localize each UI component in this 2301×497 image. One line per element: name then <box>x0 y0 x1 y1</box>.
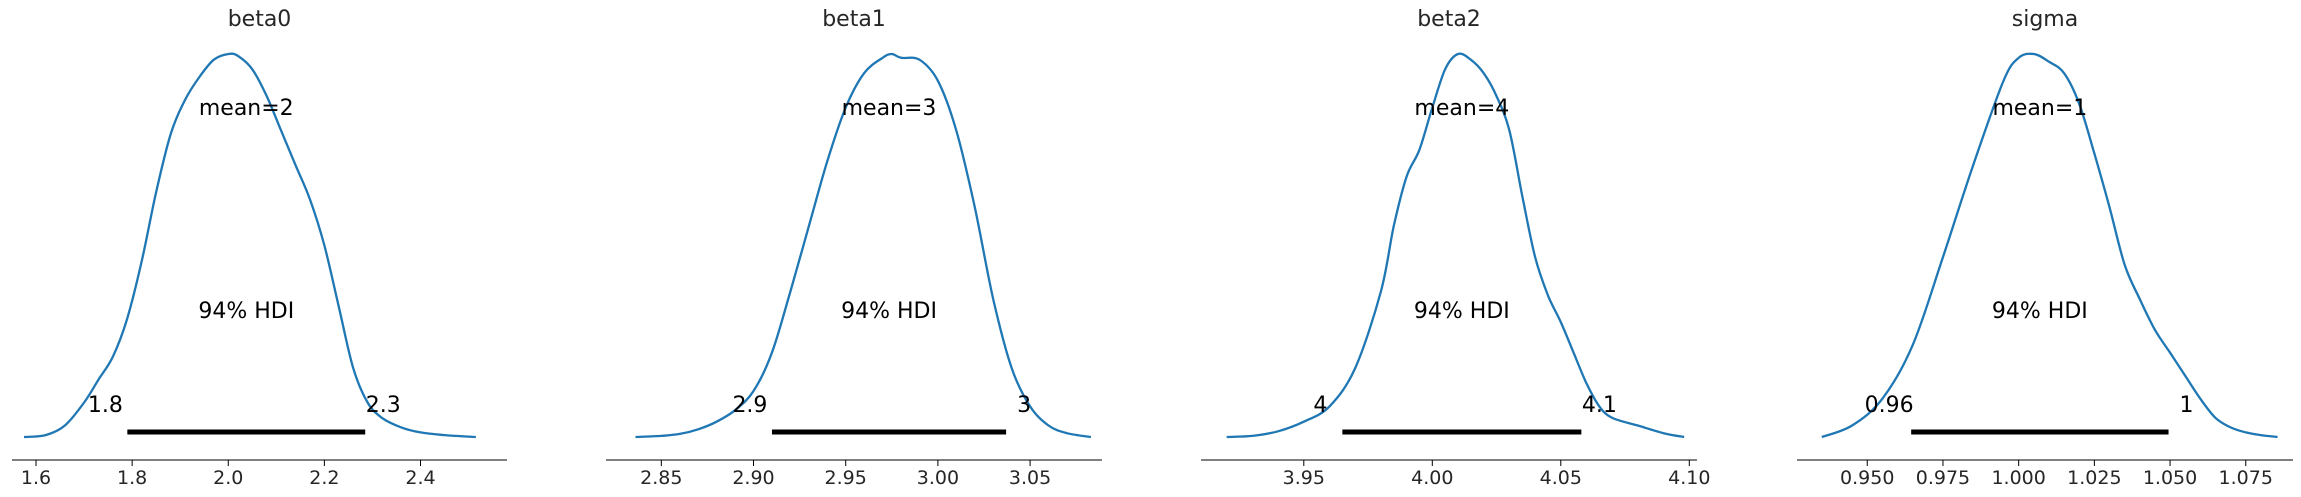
hdi-label: 94% HDI <box>841 299 937 324</box>
x-tick-label: 1.050 <box>2143 467 2197 489</box>
x-tick-label: 2.2 <box>309 467 339 489</box>
posterior-panel-beta2: beta2 mean=4 94% HDI 4 4.1 3.95 4.00 4.05 4… <box>1201 7 1710 489</box>
density-curve-beta0 <box>23 52 476 439</box>
x-tick-label: 3.00 <box>917 467 959 489</box>
hdi-high-label: 1 <box>2180 393 2194 418</box>
mean-label: mean=1 <box>1992 96 2087 121</box>
hdi-low-label: 4 <box>1313 393 1327 418</box>
hdi-label: 94% HDI <box>1992 299 2088 324</box>
x-tick-label: 1.075 <box>2219 467 2273 489</box>
posterior-panel-beta1: beta1 mean=3 94% HDI 2.9 3 2.85 2.90 2.95 3… <box>606 7 1102 489</box>
mean-label: mean=4 <box>1414 96 1509 121</box>
x-tick-label: 3.95 <box>1283 467 1325 489</box>
hdi-high-label: 2.3 <box>366 393 401 418</box>
hdi-high-label: 4.1 <box>1582 393 1617 418</box>
x-tick-label: 0.975 <box>1916 467 1970 489</box>
panel-title: sigma <box>2012 7 2078 32</box>
hdi-low-label: 0.96 <box>1865 393 1914 418</box>
x-axis-ticks: 3.95 4.00 4.05 4.10 <box>1283 460 1710 489</box>
x-axis-ticks: 2.85 2.90 2.95 3.00 3.05 <box>640 460 1051 489</box>
x-tick-label: 4.10 <box>1668 467 1710 489</box>
mean-label: mean=2 <box>199 96 294 121</box>
density-curve-beta2 <box>1226 52 1685 439</box>
x-tick-label: 3.05 <box>1009 467 1051 489</box>
mean-label: mean=3 <box>842 96 937 121</box>
density-curve-beta1 <box>635 52 1092 439</box>
posterior-panel-beta0: beta0 mean=2 94% HDI 1.8 2.3 1.6 1.8 2.0 2.… <box>12 7 507 489</box>
x-tick-label: 2.85 <box>640 467 682 489</box>
x-tick-label: 1.000 <box>1991 467 2045 489</box>
x-tick-label: 1.6 <box>21 467 51 489</box>
x-tick-label: 1.025 <box>2067 467 2121 489</box>
x-axis-ticks: 1.6 1.8 2.0 2.2 2.4 <box>21 460 436 489</box>
x-tick-label: 1.8 <box>117 467 147 489</box>
hdi-high-label: 3 <box>1017 393 1031 418</box>
x-axis-ticks: 0.950 0.975 1.000 1.025 1.050 1.075 <box>1840 460 2273 489</box>
x-tick-label: 2.90 <box>732 467 774 489</box>
x-tick-label: 2.4 <box>405 467 435 489</box>
x-tick-label: 4.00 <box>1411 467 1453 489</box>
hdi-low-label: 2.9 <box>732 393 767 418</box>
x-tick-label: 2.95 <box>825 467 867 489</box>
panel-title: beta0 <box>228 7 292 32</box>
hdi-label: 94% HDI <box>1414 299 1510 324</box>
hdi-low-label: 1.8 <box>88 393 123 418</box>
x-tick-label: 2.0 <box>213 467 243 489</box>
density-curve-sigma <box>1821 52 2278 439</box>
panel-title: beta2 <box>1417 7 1481 32</box>
panel-title: beta1 <box>822 7 886 32</box>
x-tick-label: 0.950 <box>1840 467 1894 489</box>
hdi-label: 94% HDI <box>198 299 294 324</box>
posterior-panel-sigma: sigma mean=1 94% HDI 0.96 1 0.950 0.975 1.… <box>1797 7 2293 489</box>
x-tick-label: 4.05 <box>1540 467 1582 489</box>
